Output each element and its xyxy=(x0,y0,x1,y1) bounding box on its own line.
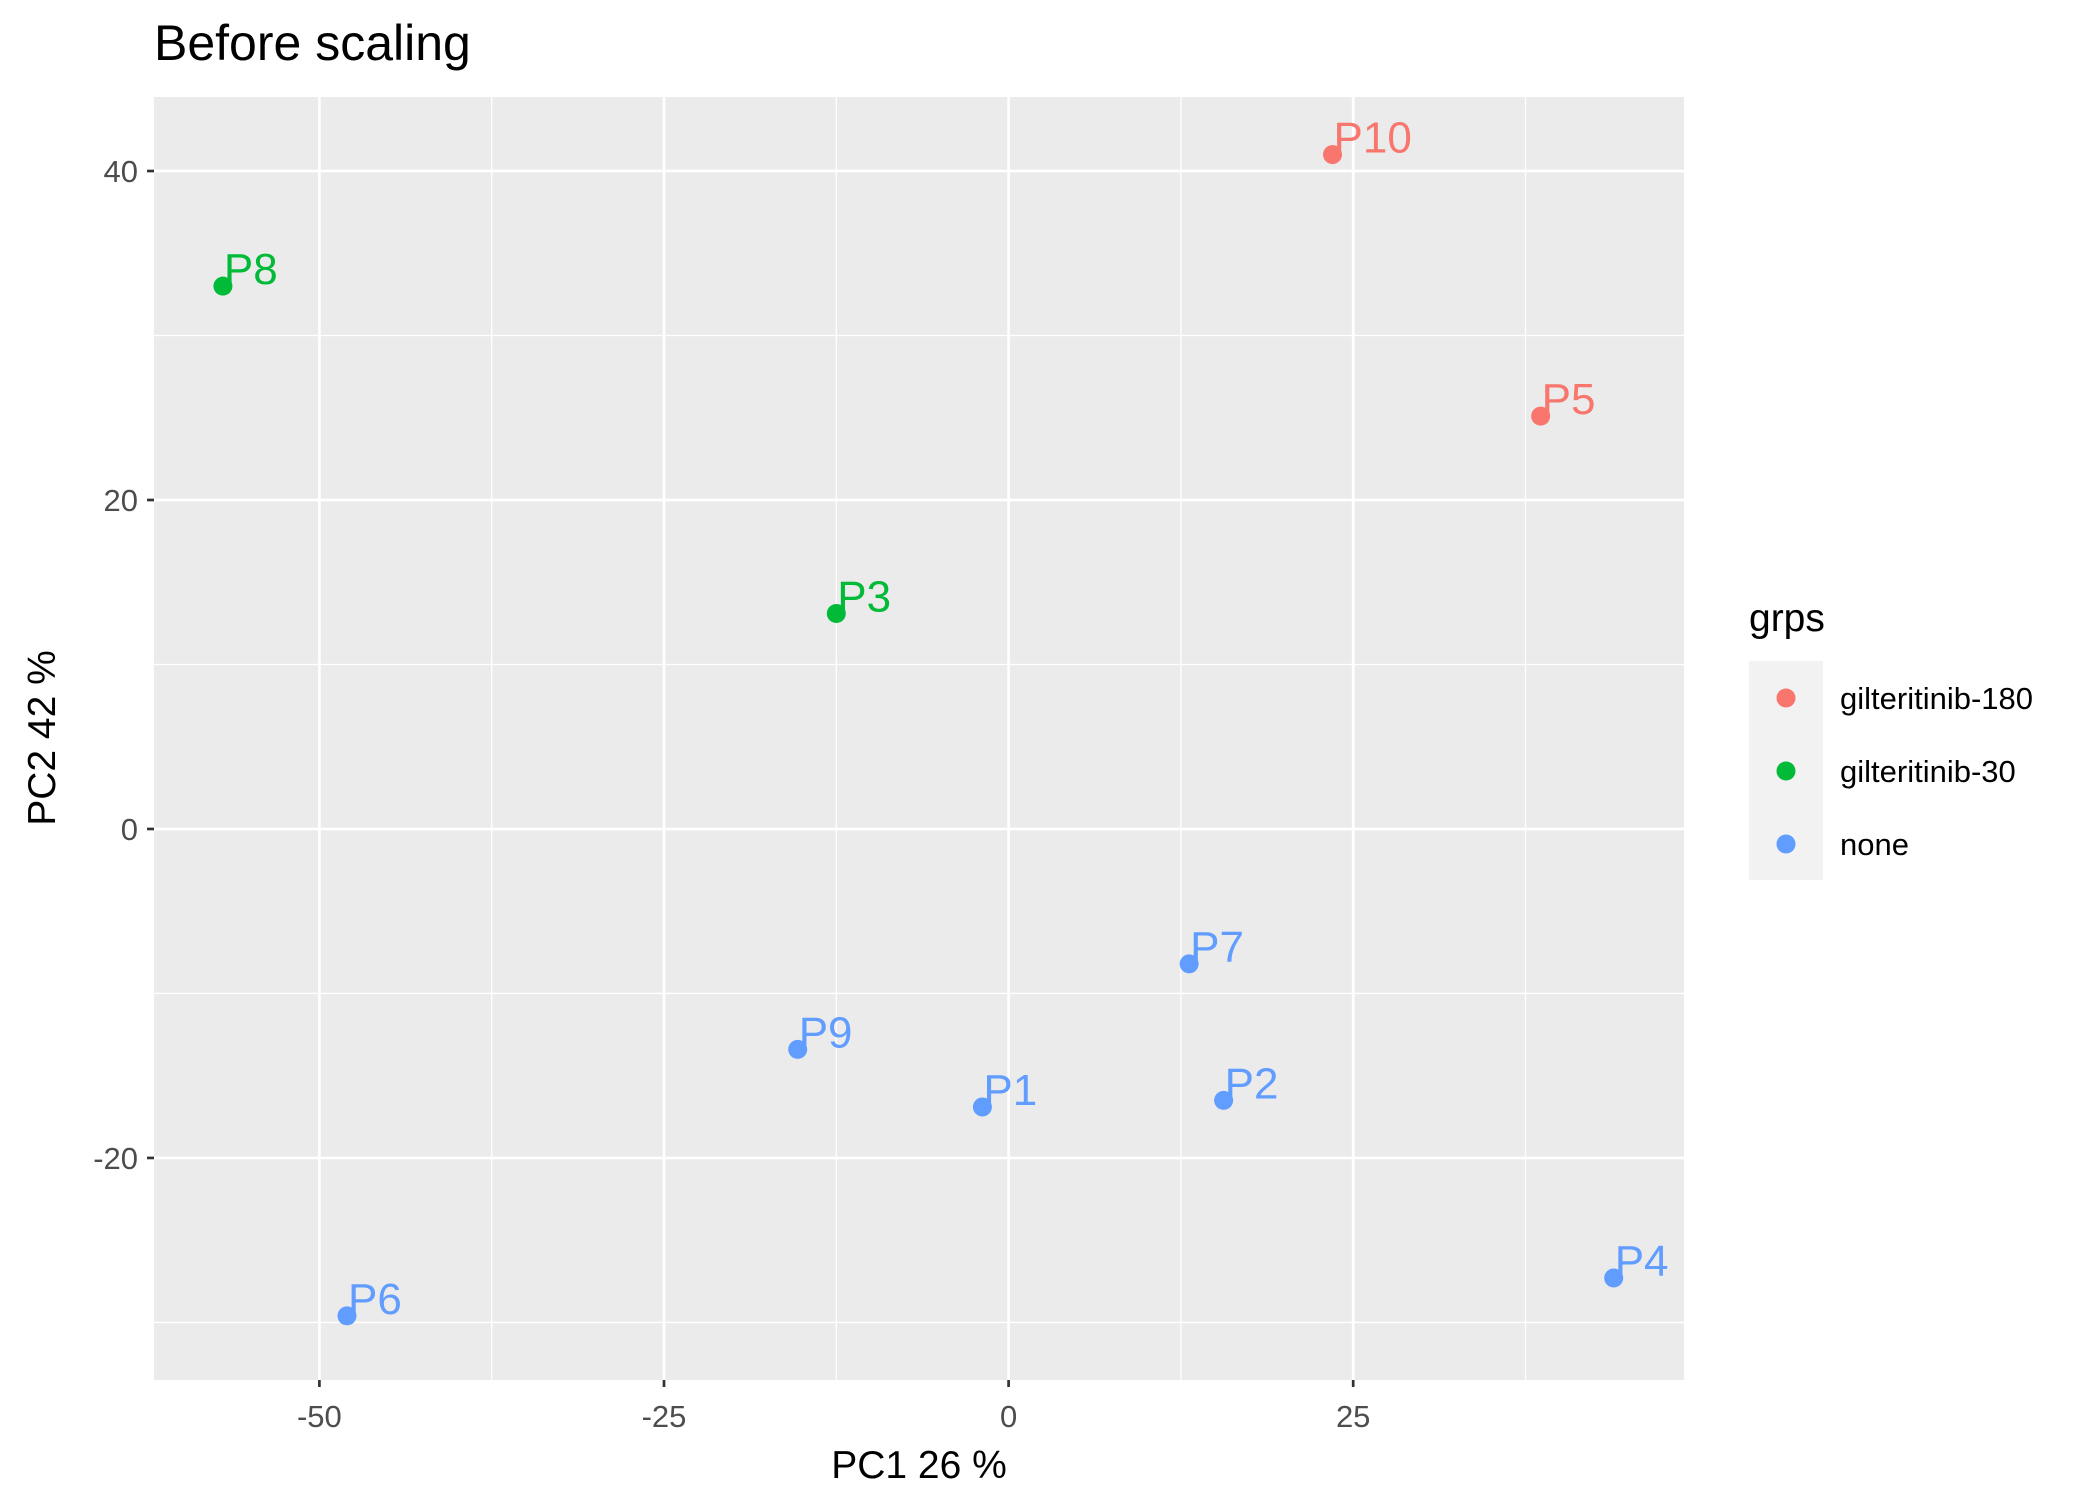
y-tick-label: -20 xyxy=(93,1141,138,1176)
data-point-label: P5 xyxy=(1542,375,1596,424)
data-point xyxy=(972,1097,992,1117)
data-point-label: P10 xyxy=(1334,114,1412,163)
y-tick-label: 20 xyxy=(104,483,138,518)
x-axis-title: PC1 26 % xyxy=(831,1444,1007,1487)
y-tick-label: 40 xyxy=(104,154,138,189)
data-point xyxy=(1604,1268,1624,1288)
x-tick-label: -25 xyxy=(642,1399,687,1434)
minor-gridlines xyxy=(154,97,1684,1380)
data-point-label: P9 xyxy=(799,1008,853,1057)
data-point-labels: P10 P5 P8 P3 P7 P9 P1 P2 P4 P6 xyxy=(224,114,1669,1324)
x-tick-label: 25 xyxy=(1336,1399,1370,1434)
data-point xyxy=(788,1039,808,1059)
legend-entry-label: none xyxy=(1840,827,1909,862)
plot-panel xyxy=(154,97,1684,1380)
legend-entry-label: gilteritinib-180 xyxy=(1840,681,2033,716)
legend-key-point xyxy=(1776,834,1796,854)
data-points xyxy=(213,145,1624,1326)
legend-entry-label: gilteritinib-30 xyxy=(1840,754,2016,789)
legend-key-point xyxy=(1776,761,1796,781)
x-tick-label: -50 xyxy=(297,1399,342,1434)
y-axis-title: PC2 42 % xyxy=(21,650,64,826)
legend-title: grps xyxy=(1749,597,1825,640)
data-point-label: P6 xyxy=(348,1275,402,1324)
legend-key-point xyxy=(1776,688,1796,708)
data-point xyxy=(213,276,233,296)
data-point-label: P1 xyxy=(983,1066,1037,1115)
data-point-label: P4 xyxy=(1615,1237,1669,1286)
data-point-label: P3 xyxy=(837,572,891,621)
axis-ticks: -50 -25 0 25 -20 0 20 40 xyxy=(93,154,1370,1434)
x-tick-label: 0 xyxy=(1000,1399,1017,1434)
data-point xyxy=(826,603,846,623)
data-point xyxy=(1323,145,1343,165)
major-gridlines xyxy=(154,97,1684,1380)
data-point-label: P7 xyxy=(1190,923,1244,972)
chart-title: Before scaling xyxy=(154,15,471,71)
data-point-label: P2 xyxy=(1225,1059,1279,1108)
legend: gilteritinib-180 gilteritinib-30 none xyxy=(1776,681,2033,862)
data-point xyxy=(1179,954,1199,974)
data-point xyxy=(337,1306,357,1326)
y-tick-label: 0 xyxy=(121,812,138,847)
data-point xyxy=(1531,406,1551,426)
data-point-label: P8 xyxy=(224,245,278,294)
data-point xyxy=(1214,1090,1234,1110)
